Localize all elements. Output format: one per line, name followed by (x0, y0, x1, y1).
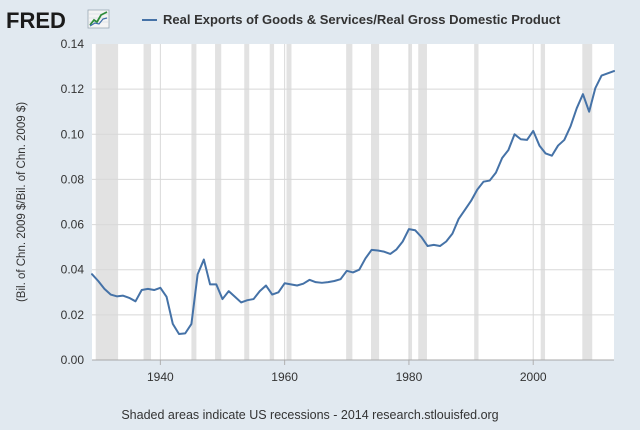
y-tick-label: 0.14 (61, 37, 85, 51)
y-axis-label: (Bil. of Chn. 2009 $/Bil. of Chn. 2009 $… (16, 102, 28, 302)
recession-band (269, 44, 275, 360)
fred-logo[interactable]: FRED (6, 8, 110, 33)
y-tick-label: 0.04 (61, 263, 85, 277)
series-line (91, 70, 615, 336)
recession-band (215, 44, 222, 360)
trend-chart-icon (87, 9, 110, 29)
y-tick-label: 0.12 (61, 82, 85, 96)
recession-band (582, 44, 593, 360)
recession-band (418, 44, 427, 360)
recession-band (346, 44, 353, 360)
x-tick-label: 1960 (271, 370, 298, 384)
recession-band (95, 44, 119, 360)
legend: Real Exports of Goods & Services/Real Gr… (142, 12, 561, 27)
x-tick-label: 1980 (396, 370, 423, 384)
series-layer (91, 70, 615, 336)
logo-text: FRED (6, 8, 66, 33)
axes: 0.00 0.02 0.04 0.06 0.08 0.10 0.12 0.14 1940 1960… (61, 37, 614, 384)
recession-band (408, 44, 413, 360)
recession-band (474, 44, 479, 360)
y-tick-label: 0.02 (61, 308, 85, 322)
x-tick-label: 2000 (520, 370, 547, 384)
grid-lines (92, 44, 614, 360)
y-tick-label: 0.10 (61, 127, 85, 141)
recession-band (371, 44, 380, 360)
x-tick-label: 1940 (147, 370, 174, 384)
recession-band (244, 44, 250, 360)
plot-area (92, 44, 614, 360)
recession-band (143, 44, 152, 360)
recession-band (540, 44, 546, 360)
footer-note: Shaded areas indicate US recessions - 20… (121, 408, 498, 422)
y-tick-label: 0.06 (61, 218, 85, 232)
recession-band (286, 44, 292, 360)
y-tick-label: 0.08 (61, 172, 85, 186)
recession-band (191, 44, 197, 360)
legend-label: Real Exports of Goods & Services/Real Gr… (163, 12, 561, 27)
y-tick-label: 0.00 (61, 353, 85, 367)
recession-bands (95, 44, 593, 360)
